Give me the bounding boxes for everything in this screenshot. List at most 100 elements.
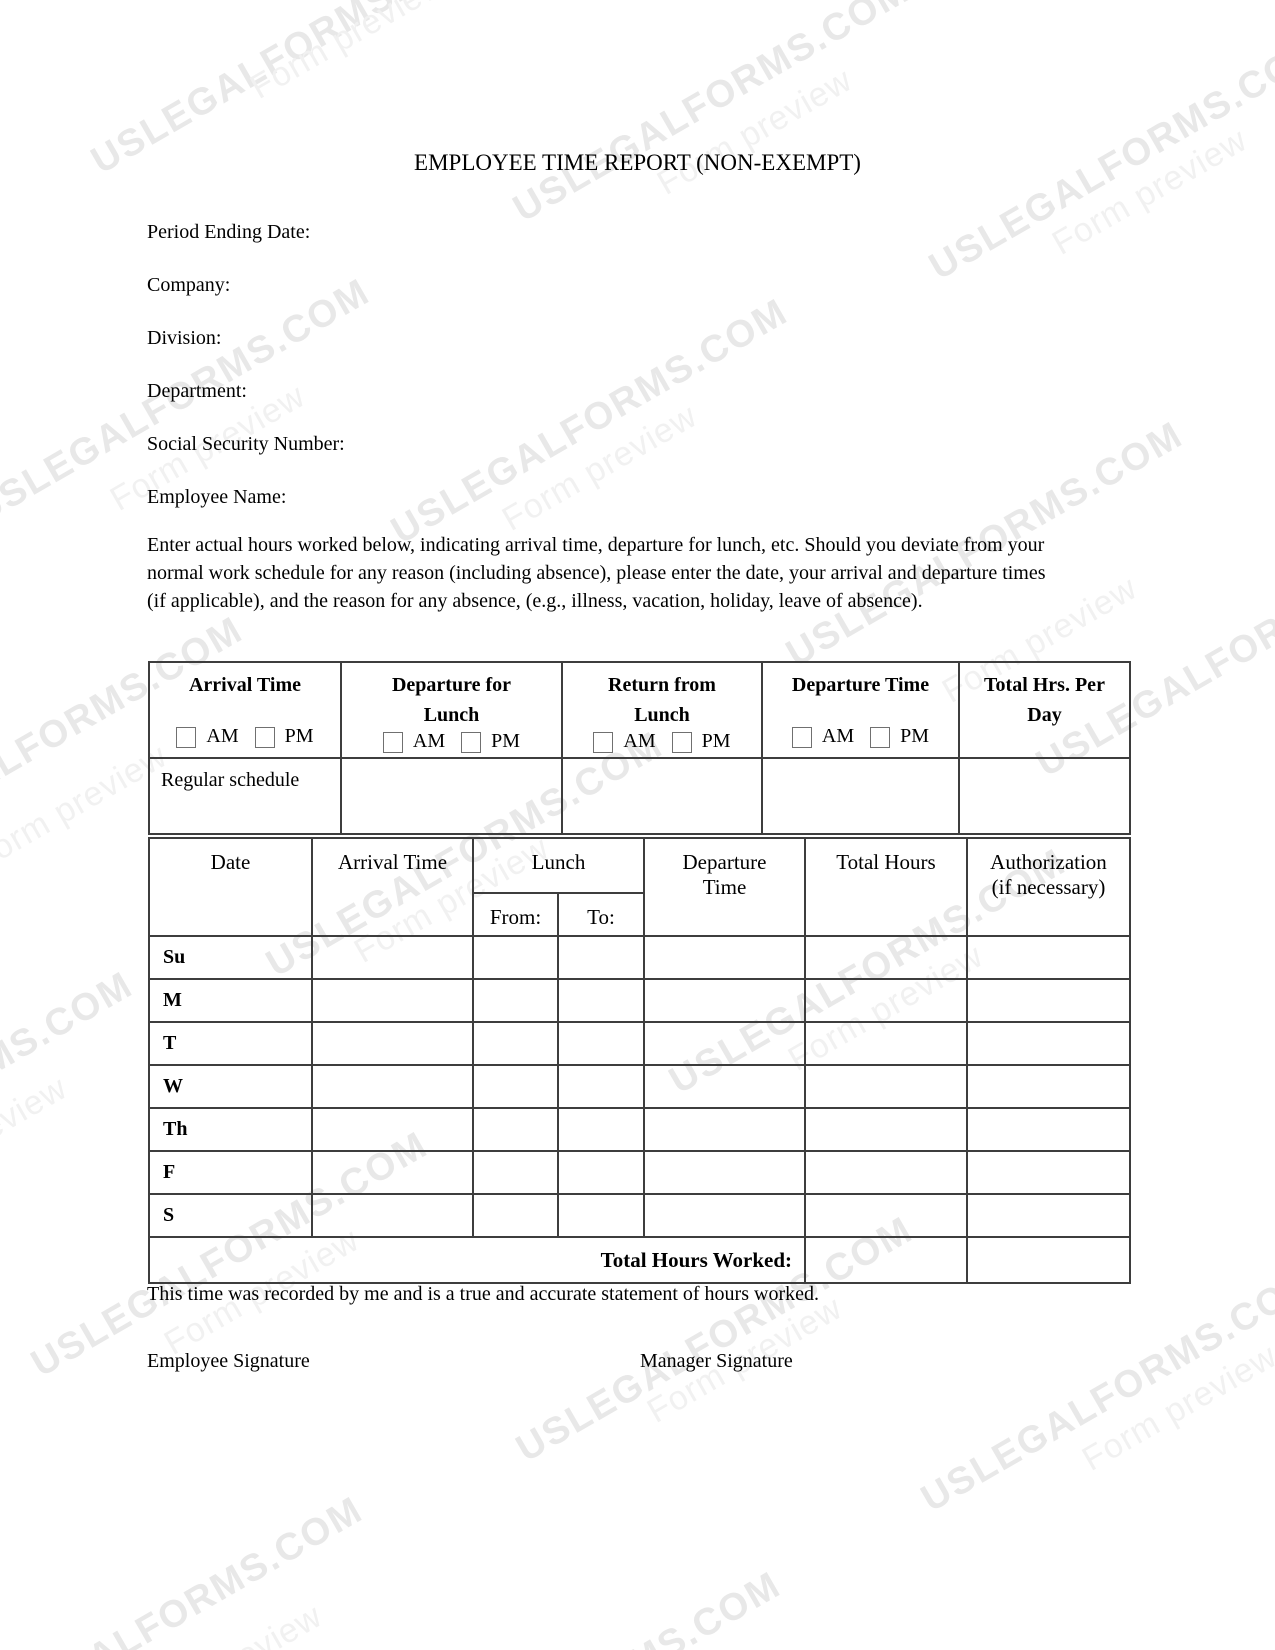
day-label: F bbox=[148, 1150, 313, 1195]
authorization-label: Authorization bbox=[990, 850, 1107, 874]
entry-cell bbox=[557, 1064, 645, 1109]
authorization-value-cell bbox=[966, 1236, 1131, 1284]
ampm-checkboxes: AM PM bbox=[382, 730, 521, 753]
pm-label: PM bbox=[284, 725, 314, 747]
entry-cell bbox=[557, 1021, 645, 1066]
col-departure-label: Departure Time bbox=[682, 850, 767, 899]
tables-block: Arrival Time AM PM Departure for Lunch bbox=[148, 661, 1131, 1284]
regular-schedule-row: Regular schedule bbox=[148, 757, 1131, 835]
am-checkbox[interactable] bbox=[382, 732, 403, 753]
am-checkbox[interactable] bbox=[593, 732, 614, 753]
field-department: Department: bbox=[147, 380, 247, 402]
ampm-checkboxes: AM PM bbox=[593, 730, 731, 753]
col-departure-time: Departure Time AM PM bbox=[761, 661, 960, 759]
pm-label: PM bbox=[491, 730, 521, 752]
entry-cell bbox=[472, 1064, 559, 1109]
regular-schedule-table: Arrival Time AM PM Departure for Lunch bbox=[148, 661, 1131, 835]
am-label: AM bbox=[821, 725, 855, 747]
entry-cell bbox=[557, 1107, 645, 1152]
entry-cell bbox=[804, 935, 968, 980]
day-row-wednesday: W bbox=[148, 1064, 1131, 1109]
col-date: Date bbox=[148, 837, 313, 937]
day-label: Th bbox=[148, 1107, 313, 1152]
entry-cell bbox=[311, 1064, 474, 1109]
am-label: AM bbox=[412, 730, 446, 752]
entry-cell bbox=[311, 1021, 474, 1066]
am-label: AM bbox=[206, 725, 239, 747]
am-label: AM bbox=[623, 730, 656, 752]
field-social-security-number: Social Security Number: bbox=[147, 433, 345, 455]
entry-cell bbox=[472, 1107, 559, 1152]
pm-checkbox[interactable] bbox=[254, 727, 275, 748]
entry-cell bbox=[472, 1021, 559, 1066]
entry-cell bbox=[966, 1193, 1131, 1238]
entry-cell bbox=[804, 1193, 968, 1238]
field-company: Company: bbox=[147, 274, 231, 296]
pm-checkbox[interactable] bbox=[671, 732, 692, 753]
entry-cell bbox=[643, 1107, 806, 1152]
instructions-paragraph: Enter actual hours worked below, indicat… bbox=[147, 534, 1046, 612]
employee-signature-label: Employee Signature bbox=[147, 1350, 310, 1372]
ampm-checkboxes: AM PM bbox=[176, 725, 314, 748]
authorization-note: (if necessary) bbox=[991, 875, 1106, 899]
col-departure-for-lunch: Departure for Lunch AM PM bbox=[340, 661, 563, 759]
field-period-ending-date: Period Ending Date: bbox=[147, 221, 311, 243]
entry-cell bbox=[966, 1150, 1131, 1195]
entry-cell bbox=[966, 1064, 1131, 1109]
day-row-tuesday: T bbox=[148, 1021, 1131, 1066]
col-total-hrs-per-day: Total Hrs. Per Day bbox=[958, 661, 1131, 759]
total-hours-worked-label: Total Hours Worked: bbox=[148, 1236, 806, 1284]
am-checkbox[interactable] bbox=[791, 727, 812, 748]
entry-cell bbox=[472, 978, 559, 1023]
entry-cell bbox=[643, 1021, 806, 1066]
column-title: Departure for Lunch bbox=[391, 674, 512, 726]
day-row-thursday: Th bbox=[148, 1107, 1131, 1152]
daily-header-row: Date Arrival Time Lunch Departure Time T… bbox=[148, 836, 1131, 937]
day-label: T bbox=[148, 1021, 313, 1066]
certification-statement: This time was recorded by me and is a tr… bbox=[147, 1283, 819, 1305]
col-lunch: Lunch bbox=[472, 836, 645, 895]
entry-cell bbox=[761, 757, 960, 835]
daily-hours-table: Date Arrival Time Lunch Departure Time T… bbox=[148, 836, 1131, 1284]
col-authorization: Authorization (if necessary) bbox=[966, 837, 1131, 937]
entry-cell bbox=[557, 978, 645, 1023]
entry-cell bbox=[643, 1064, 806, 1109]
col-total-hours: Total Hours bbox=[804, 837, 968, 937]
col-arrival: Arrival Time bbox=[311, 837, 474, 937]
regular-schedule-label: Regular schedule bbox=[148, 757, 342, 835]
col-return-from-lunch: Return from Lunch AM PM bbox=[561, 661, 763, 759]
entry-cell bbox=[311, 978, 474, 1023]
column-title: Departure Time bbox=[791, 674, 930, 696]
entry-cell bbox=[311, 1193, 474, 1238]
entry-cell bbox=[643, 1150, 806, 1195]
entry-cell bbox=[472, 1150, 559, 1195]
day-row-sunday: Su bbox=[148, 935, 1131, 980]
total-hours-value-cell bbox=[804, 1236, 968, 1284]
day-label: M bbox=[148, 978, 313, 1023]
entry-cell bbox=[643, 935, 806, 980]
pm-checkbox[interactable] bbox=[461, 732, 482, 753]
column-title: Return from Lunch bbox=[608, 674, 716, 726]
ampm-checkboxes: AM PM bbox=[791, 725, 930, 748]
entry-cell bbox=[966, 935, 1131, 980]
entry-cell bbox=[804, 1107, 968, 1152]
day-label: Su bbox=[148, 935, 313, 980]
col-departure: Departure Time bbox=[643, 837, 806, 937]
entry-cell bbox=[966, 1107, 1131, 1152]
lunch-subheader-row: From: To: bbox=[149, 892, 1130, 937]
entry-cell bbox=[804, 978, 968, 1023]
day-row-saturday: S bbox=[148, 1193, 1131, 1238]
entry-cell bbox=[557, 935, 645, 980]
entry-cell bbox=[966, 1021, 1131, 1066]
col-arrival-time: Arrival Time AM PM bbox=[148, 661, 342, 759]
pm-checkbox[interactable] bbox=[870, 727, 891, 748]
form-title: EMPLOYEE TIME REPORT (NON-EXEMPT) bbox=[414, 150, 861, 175]
column-title: Arrival Time bbox=[188, 674, 302, 696]
day-label: S bbox=[148, 1193, 313, 1238]
am-checkbox[interactable] bbox=[176, 727, 197, 748]
pm-label: PM bbox=[900, 725, 930, 747]
entry-cell bbox=[311, 1107, 474, 1152]
field-employee-name: Employee Name: bbox=[147, 486, 287, 508]
manager-signature-label: Manager Signature bbox=[640, 1350, 793, 1372]
